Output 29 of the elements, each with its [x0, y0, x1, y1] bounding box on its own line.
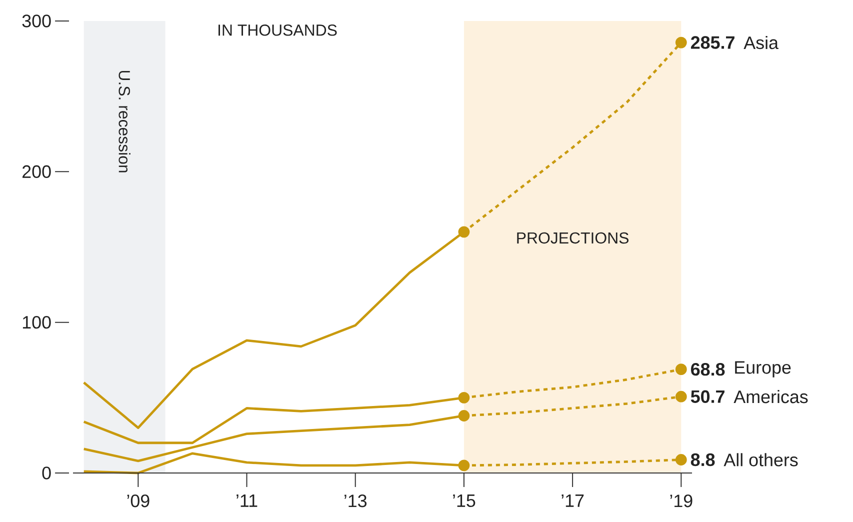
x-tick-label: ’11	[236, 494, 258, 507]
y-tick-label: 200	[22, 165, 51, 178]
y-tick-label: 0	[42, 466, 51, 480]
data-label: 8.8	[690, 453, 715, 466]
x-tick-label: ’17	[562, 494, 584, 507]
data-label: 68.8	[691, 362, 725, 376]
point	[458, 410, 470, 422]
point	[458, 226, 470, 238]
y-tick-label: 300	[22, 14, 51, 28]
x-tick-label: ’13	[344, 494, 367, 508]
text: Asia	[744, 36, 778, 50]
point	[458, 392, 470, 404]
point	[675, 390, 687, 402]
x-tick-label: ’09	[127, 494, 150, 508]
data-label: 285.7	[690, 36, 734, 49]
point	[675, 36, 687, 48]
y-tick-label: 100	[22, 316, 51, 329]
point	[675, 364, 687, 376]
x-tick-label: ’15	[453, 494, 476, 508]
band-label: PROJECTIONS	[517, 232, 629, 244]
band-label: U.S. recession	[118, 70, 130, 172]
text: Americas	[734, 390, 808, 404]
annotation: IN THOUSANDS	[218, 24, 337, 36]
point	[458, 460, 470, 472]
x-tick-label: ’19	[670, 494, 692, 508]
text: All others	[724, 453, 798, 466]
point	[675, 454, 687, 466]
text: Europe	[735, 361, 791, 378]
data-label: 50.7	[690, 390, 724, 403]
